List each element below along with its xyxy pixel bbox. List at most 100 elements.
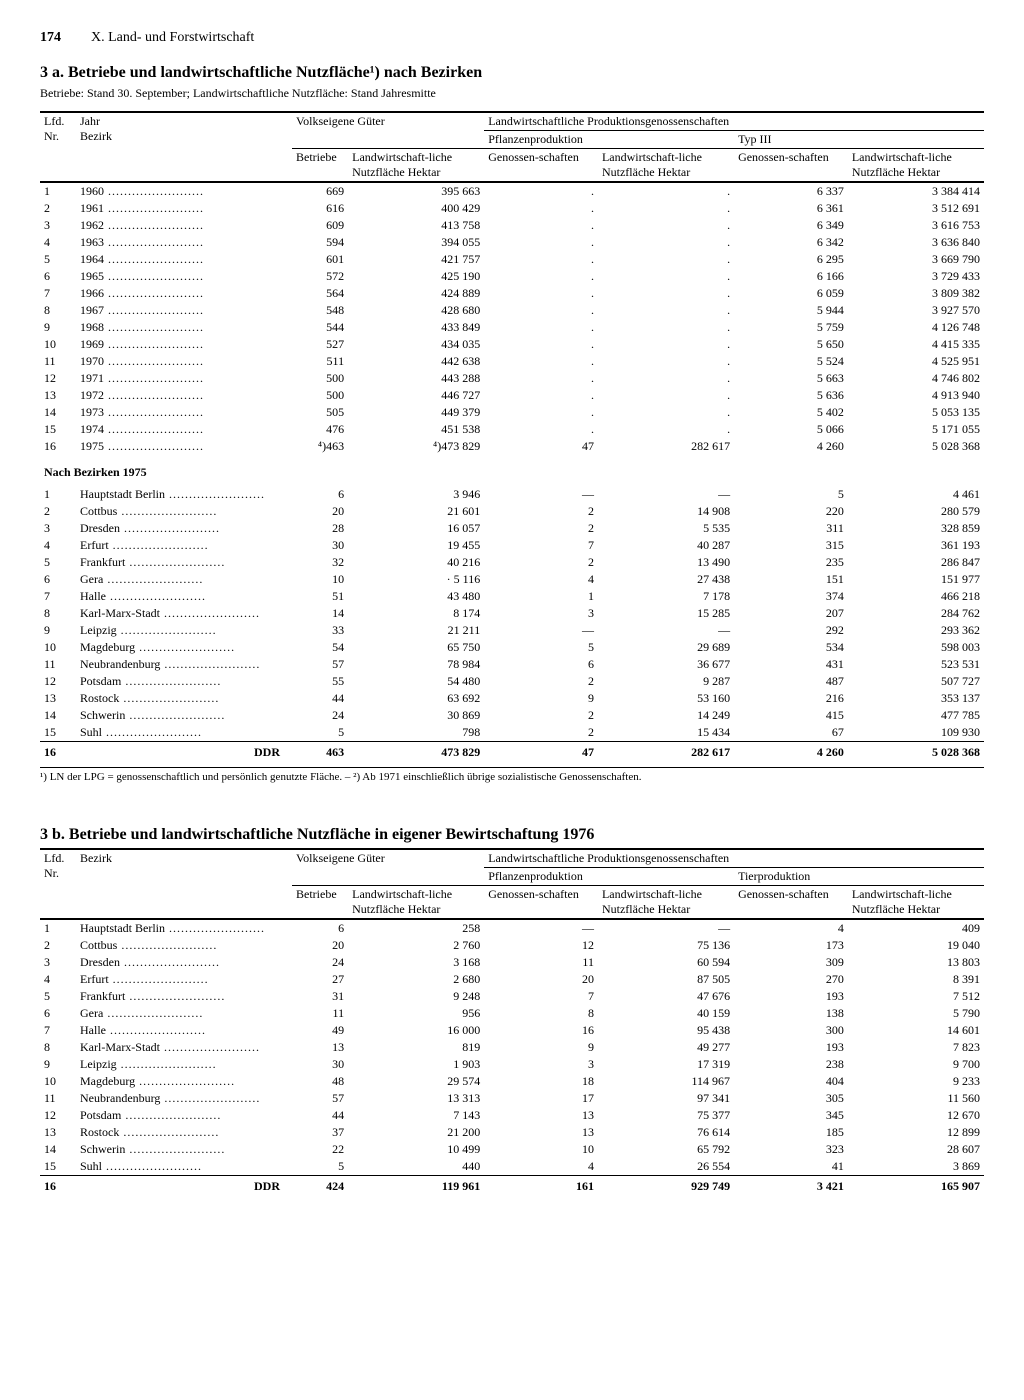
table-row: 9Leipzig301 903317 3192389 700 [40, 1056, 984, 1073]
row-g2: 193 [734, 1039, 848, 1056]
table-row: 2Cottbus202 7601275 13617319 040 [40, 937, 984, 954]
col-tier-b: Tierproduktion [734, 868, 984, 886]
row-g2: 6 349 [734, 217, 848, 234]
row-lfd: 5 [40, 554, 76, 571]
table-row: 41963594394 055..6 3423 636 840 [40, 234, 984, 251]
row-betriebe: 594 [292, 234, 348, 251]
row-betriebe: 20 [292, 937, 348, 954]
table-row: 61965572425 190..6 1663 729 433 [40, 268, 984, 285]
table-row: 121971500443 288..5 6634 746 802 [40, 370, 984, 387]
row-betriebe: 500 [292, 387, 348, 404]
row-lfd: 13 [40, 690, 76, 707]
row-ln1: 76 614 [598, 1124, 734, 1141]
page-header: 174 X. Land- und Forstwirtschaft [40, 30, 984, 46]
row-ln: 7 143 [348, 1107, 484, 1124]
row-betriebe: 20 [292, 503, 348, 520]
row-label: 1974 [76, 421, 292, 438]
row-ln: 19 455 [348, 537, 484, 554]
row-ln2: 3 869 [848, 1158, 984, 1176]
row-label: Hauptstadt Berlin [76, 919, 292, 937]
row-g1: 13 [484, 1124, 598, 1141]
row-betriebe: 609 [292, 217, 348, 234]
row-g2: 220 [734, 503, 848, 520]
row-g2: 5 636 [734, 387, 848, 404]
row-ln2: 4 461 [848, 486, 984, 503]
row-betriebe: 44 [292, 1107, 348, 1124]
row-ln: 442 638 [348, 353, 484, 370]
row-ln2: 4 525 951 [848, 353, 984, 370]
row-ln: 2 760 [348, 937, 484, 954]
col-lpg-b: Landwirtschaftliche Produktionsgenossens… [484, 849, 984, 868]
table-row: 141973505449 379..5 4025 053 135 [40, 404, 984, 421]
row-ln1: . [598, 353, 734, 370]
row-ln2: 4 746 802 [848, 370, 984, 387]
row-label: Schwerin [76, 707, 292, 724]
row-ln: ⁴)473 829 [348, 438, 484, 455]
table-row: 5Frankfurt3240 216213 490235286 847 [40, 554, 984, 571]
row-g2: 6 295 [734, 251, 848, 268]
row-label: Suhl [76, 1158, 292, 1176]
row-g2: 431 [734, 656, 848, 673]
table-row: 15Suhl5440426 554413 869 [40, 1158, 984, 1176]
row-g2: 305 [734, 1090, 848, 1107]
row-ln: · 5 116 [348, 571, 484, 588]
row-label: Cottbus [76, 937, 292, 954]
row-g2: 5 759 [734, 319, 848, 336]
row-g2: 41 [734, 1158, 848, 1176]
row-betriebe: 527 [292, 336, 348, 353]
row-g2: 6 361 [734, 200, 848, 217]
row-g2: 6 337 [734, 182, 848, 200]
row-label: Dresden [76, 520, 292, 537]
row-ln1: — [598, 486, 734, 503]
row-g1: 2 [484, 673, 598, 690]
row-ln: 434 035 [348, 336, 484, 353]
row-ln2: 3 636 840 [848, 234, 984, 251]
row-ln2: 3 809 382 [848, 285, 984, 302]
row-lfd: 10 [40, 336, 76, 353]
row-ln1: 40 287 [598, 537, 734, 554]
col-ln-1: Landwirtschaft-liche Nutzfläche Hektar [348, 149, 484, 183]
row-betriebe: 13 [292, 1039, 348, 1056]
row-label: Gera [76, 1005, 292, 1022]
row-label: Neubrandenburg [76, 1090, 292, 1107]
row-betriebe: 57 [292, 1090, 348, 1107]
col-betriebe: Betriebe [292, 149, 348, 183]
row-betriebe: 5 [292, 1158, 348, 1176]
row-lfd: 3 [40, 217, 76, 234]
col-lfd-b: Lfd. Nr. [40, 849, 76, 919]
row-label: 1975 [76, 438, 292, 455]
row-lfd: 1 [40, 486, 76, 503]
row-lfd: 2 [40, 503, 76, 520]
table-row: 10Magdeburg4829 57418114 9674049 233 [40, 1073, 984, 1090]
row-ln: 400 429 [348, 200, 484, 217]
table-row: 51964601421 757..6 2953 669 790 [40, 251, 984, 268]
row-lfd: 11 [40, 656, 76, 673]
row-label: Leipzig [76, 1056, 292, 1073]
row-ln: 395 663 [348, 182, 484, 200]
table-row: 1Hauptstadt Berlin63 946——54 461 [40, 486, 984, 503]
row-lfd: 8 [40, 1039, 76, 1056]
row-label: Cottbus [76, 503, 292, 520]
row-g2: 173 [734, 937, 848, 954]
row-lfd: 10 [40, 1073, 76, 1090]
row-ln1: . [598, 268, 734, 285]
row-label: 1967 [76, 302, 292, 319]
row-ln2: 12 670 [848, 1107, 984, 1124]
row-lfd: 7 [40, 1022, 76, 1039]
row-ln2: 8 391 [848, 971, 984, 988]
row-g2: 151 [734, 571, 848, 588]
row-ln: 21 211 [348, 622, 484, 639]
row-ln2: 5 053 135 [848, 404, 984, 421]
row-betriebe: 6 [292, 919, 348, 937]
row-label: 1966 [76, 285, 292, 302]
row-label: 1970 [76, 353, 292, 370]
table-row: 151974476451 538..5 0665 171 055 [40, 421, 984, 438]
row-label: Frankfurt [76, 988, 292, 1005]
row-ln1: 9 287 [598, 673, 734, 690]
row-ln: 16 000 [348, 1022, 484, 1039]
row-ln2: 293 362 [848, 622, 984, 639]
row-ln1: 87 505 [598, 971, 734, 988]
row-label: 1962 [76, 217, 292, 234]
row-lfd: 12 [40, 370, 76, 387]
table-3a-footnote: ¹) LN der LPG = genossenschaftlich und p… [40, 767, 984, 783]
